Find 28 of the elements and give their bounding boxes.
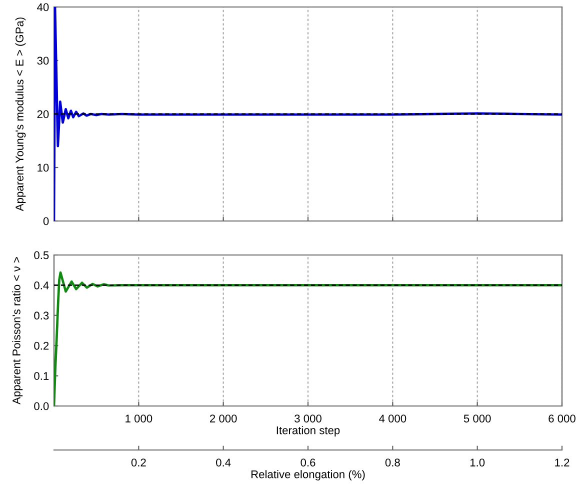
y-tick-label: 40 [37, 3, 49, 12]
y-tick-label: 0.4 [34, 281, 49, 290]
x2-tick-label: 0.8 [385, 458, 400, 466]
y-tick-label: 10 [38, 164, 49, 172]
x2-tick-label: 0.4 [216, 458, 231, 466]
x-tick-label: 1 000 [126, 414, 152, 422]
x-tick-label: 3 000 [294, 414, 322, 422]
x-tick-label: 4 000 [379, 414, 406, 422]
x-tick-label: 2 000 [210, 414, 237, 422]
y-tick-label: 0.0 [34, 402, 49, 410]
y-tick-label: 0.5 [34, 251, 49, 260]
x2-tick-label: 0.2 [131, 458, 146, 466]
x-tick-label: 5 000 [464, 414, 491, 422]
y-tick-label: 0.2 [34, 342, 49, 350]
x2-tick-label: 1.0 [470, 458, 485, 466]
y-axis-title: Apparent Young's modulus < E > (GPa) [15, 18, 26, 212]
y-tick-label: 0.3 [34, 312, 49, 320]
line-series [54, 7, 562, 221]
x2-tick-label: 1.2 [555, 458, 570, 466]
y-axis-title: Apparent Poisson's ratio < ν > [12, 257, 23, 404]
x-tick-label: 6 000 [548, 414, 576, 422]
x2-tick-label: 0.6 [300, 458, 316, 466]
x-axis-title: Iteration step [276, 426, 340, 436]
y-tick-label: 0 [43, 217, 49, 226]
y-tick-label: 0.1 [34, 372, 49, 380]
y-tick-label: 30 [37, 56, 49, 65]
y-tick-label: 20 [37, 110, 49, 118]
x2-axis-title: Relative elongation (%) [251, 470, 365, 480]
